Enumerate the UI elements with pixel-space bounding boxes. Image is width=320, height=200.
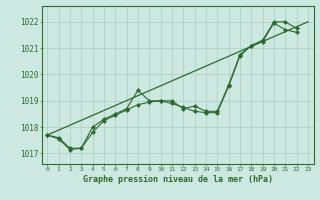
X-axis label: Graphe pression niveau de la mer (hPa): Graphe pression niveau de la mer (hPa) — [83, 175, 273, 184]
